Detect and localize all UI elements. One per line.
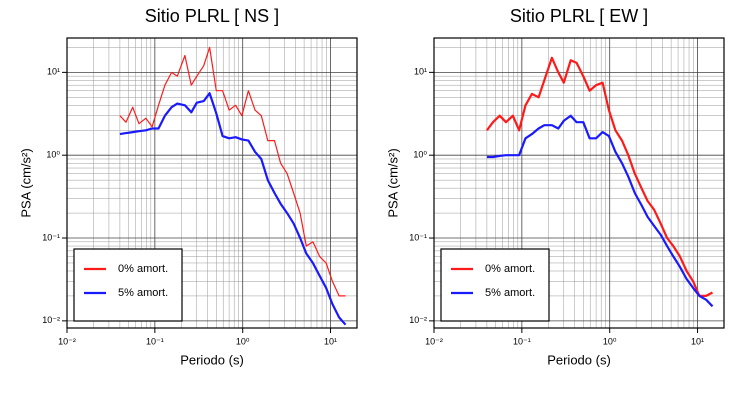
x-axis-label: Periodo (s) (180, 352, 244, 367)
x-axis-label: Periodo (s) (547, 352, 611, 367)
y-tick-label: 10⁰ (413, 150, 427, 160)
x-tick-label: 10¹ (691, 336, 704, 346)
data-line (119, 46, 346, 297)
y-tick-label: 10¹ (414, 67, 427, 77)
y-tick-label: 10⁻¹ (42, 232, 60, 242)
chart-title: Sitio PLRL [ NS ] (145, 6, 279, 26)
data-line (119, 92, 347, 326)
plot-frame (66, 37, 358, 329)
x-tick-label: 10⁻¹ (513, 336, 531, 346)
data-line (486, 114, 714, 308)
plot-frame (433, 37, 725, 329)
legend-label: 0% amort. (118, 263, 168, 275)
y-tick-label: 10¹ (47, 67, 60, 77)
y-tick-label: 10⁻² (42, 315, 60, 325)
x-tick-label: 10⁻² (425, 336, 443, 346)
x-tick-label: 10⁻¹ (146, 336, 164, 346)
legend-box (73, 248, 183, 322)
chart-title: Sitio PLRL [ EW ] (510, 6, 648, 26)
y-axis-label: PSA (cm/s²) (385, 148, 400, 217)
x-tick-label: 10⁰ (236, 336, 250, 346)
data-line (486, 56, 714, 297)
y-axis-label: PSA (cm/s²) (18, 148, 33, 217)
y-tick-label: 10⁻² (409, 315, 427, 325)
x-tick-label: 10⁰ (603, 336, 617, 346)
legend-label: 0% amort. (485, 263, 535, 275)
y-tick-label: 10⁰ (46, 150, 60, 160)
x-tick-label: 10¹ (324, 336, 337, 346)
x-tick-label: 10⁻² (58, 336, 76, 346)
legend-label: 5% amort. (118, 287, 168, 299)
y-tick-label: 10⁻¹ (409, 232, 427, 242)
legend-box (440, 248, 550, 322)
legend-label: 5% amort. (485, 287, 535, 299)
